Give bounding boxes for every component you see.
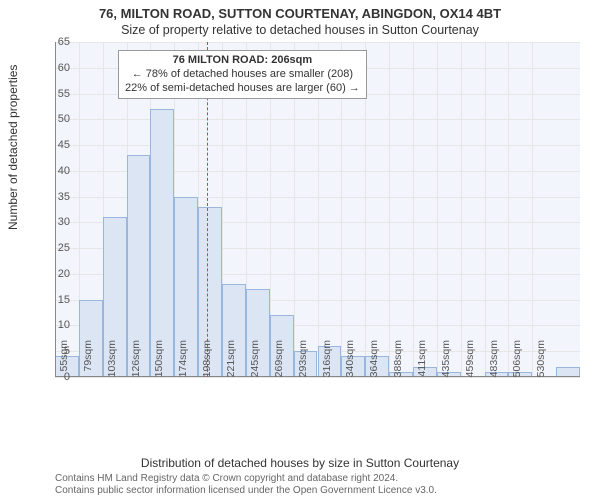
gridline-v bbox=[485, 42, 486, 377]
x-tick-label: 483sqm bbox=[488, 340, 500, 377]
chart-title: 76, MILTON ROAD, SUTTON COURTENAY, ABING… bbox=[0, 0, 600, 21]
x-tick-label: 150sqm bbox=[153, 340, 165, 377]
attribution-line-2: Contains public sector information licen… bbox=[55, 485, 437, 496]
gridline-v bbox=[461, 42, 462, 377]
x-tick-label: 293sqm bbox=[297, 340, 309, 377]
x-tick-label: 126sqm bbox=[130, 340, 142, 377]
gridline-v bbox=[532, 42, 533, 377]
x-tick-label: 459sqm bbox=[464, 340, 476, 377]
y-tick-label: 25 bbox=[40, 242, 70, 254]
chart-subtitle: Size of property relative to detached ho… bbox=[0, 21, 600, 37]
y-tick-label: 10 bbox=[40, 319, 70, 331]
y-tick-label: 65 bbox=[40, 36, 70, 48]
x-tick-label: 55sqm bbox=[58, 340, 70, 372]
attribution-line-1: Contains HM Land Registry data © Crown c… bbox=[55, 473, 398, 484]
y-tick-label: 20 bbox=[40, 268, 70, 280]
x-tick-label: 269sqm bbox=[273, 340, 285, 377]
gridline-v bbox=[437, 42, 438, 377]
y-tick-label: 55 bbox=[40, 88, 70, 100]
y-tick-label: 45 bbox=[40, 139, 70, 151]
x-tick-label: 103sqm bbox=[106, 340, 118, 377]
annotation-line-2: ← 78% of detached houses are smaller (20… bbox=[132, 68, 353, 80]
annotation-box: 76 MILTON ROAD: 206sqm ← 78% of detached … bbox=[118, 50, 367, 99]
x-tick-label: 174sqm bbox=[177, 340, 189, 377]
chart-container: 76, MILTON ROAD, SUTTON COURTENAY, ABING… bbox=[0, 0, 600, 500]
x-tick-label: 411sqm bbox=[416, 340, 428, 377]
histogram-bar bbox=[150, 109, 174, 377]
annotation-line-1: 76 MILTON ROAD: 206sqm bbox=[173, 54, 313, 66]
x-tick-label: 364sqm bbox=[368, 340, 380, 377]
x-tick-label: 530sqm bbox=[535, 340, 547, 377]
y-tick-label: 60 bbox=[40, 62, 70, 74]
x-tick-label: 198sqm bbox=[201, 340, 213, 377]
gridline-v bbox=[413, 42, 414, 377]
x-tick-label: 435sqm bbox=[440, 340, 452, 377]
x-tick-label: 221sqm bbox=[225, 340, 237, 377]
x-tick-label: 340sqm bbox=[344, 340, 356, 377]
y-axis-label: Number of detached properties bbox=[6, 65, 20, 230]
y-tick-label: 50 bbox=[40, 113, 70, 125]
y-tick-label: 40 bbox=[40, 165, 70, 177]
gridline-v bbox=[508, 42, 509, 377]
y-tick-label: 35 bbox=[40, 191, 70, 203]
x-axis-label: Distribution of detached houses by size … bbox=[0, 456, 600, 470]
y-tick-label: 15 bbox=[40, 294, 70, 306]
x-tick-label: 506sqm bbox=[511, 340, 523, 377]
y-tick-label: 0 bbox=[40, 371, 70, 383]
x-tick-label: 245sqm bbox=[249, 340, 261, 377]
attribution-text: Contains HM Land Registry data © Crown c… bbox=[55, 473, 437, 496]
x-tick-label: 79sqm bbox=[82, 340, 94, 372]
y-tick-label: 30 bbox=[40, 216, 70, 228]
plot-area: 76 MILTON ROAD: 206sqm ← 78% of detached … bbox=[55, 42, 580, 377]
x-tick-label: 388sqm bbox=[392, 340, 404, 377]
annotation-line-3: 22% of semi-detached houses are larger (… bbox=[125, 82, 360, 94]
gridline-v bbox=[389, 42, 390, 377]
x-tick-label: 316sqm bbox=[321, 340, 333, 377]
